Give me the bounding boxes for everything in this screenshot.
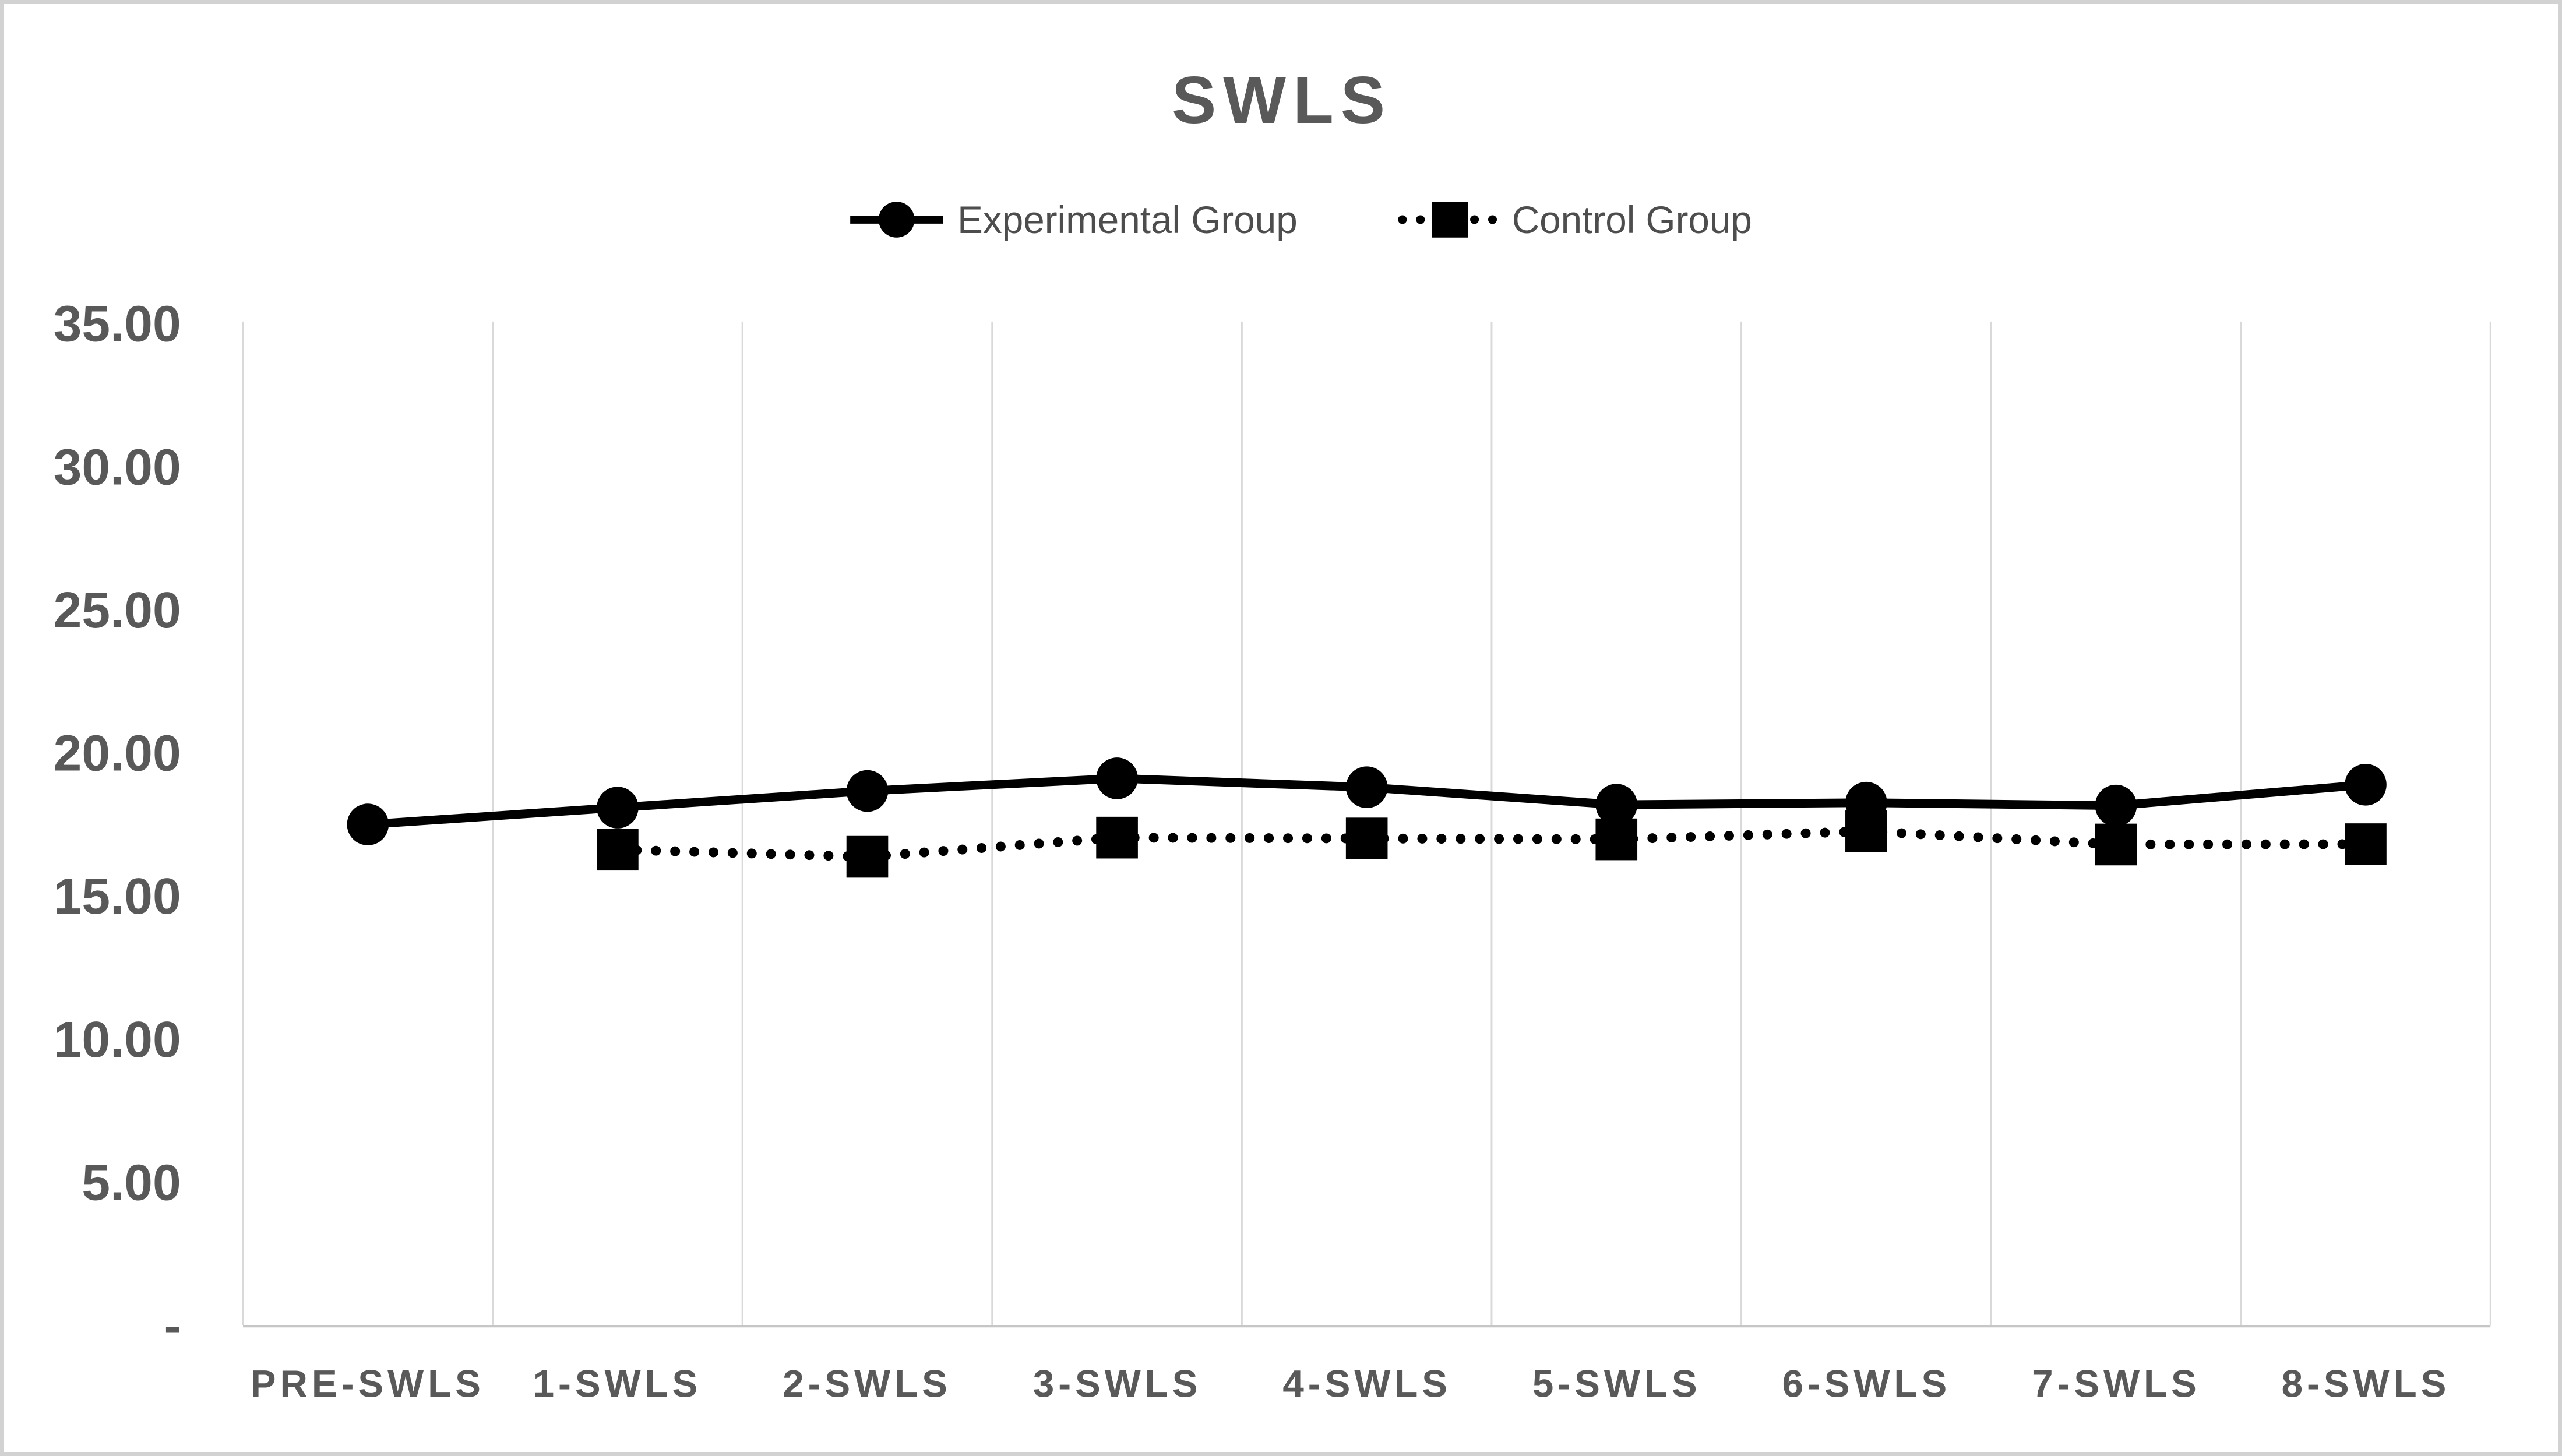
y-tick-label: 35.00 [54,295,181,352]
legend-item-control: Control Group [1398,199,1752,241]
x-tick-label: 1-SWLS [533,1363,702,1405]
y-axis: 35.00 30.00 25.00 20.00 15.00 10.00 5.00… [54,295,181,1354]
data-point-square [1845,810,1887,852]
x-tick-label: 5-SWLS [1532,1363,1701,1405]
series-line-control-group [612,826,2371,862]
x-axis: PRE-SWLS 1-SWLS 2-SWLS 3-SWLS 4-SWLS 5-S… [251,1363,2451,1405]
plot-area [242,321,2491,1328]
x-tick-label: 2-SWLS [783,1363,952,1405]
data-point-circle [347,803,389,845]
x-tick-label: 4-SWLS [1282,1363,1451,1405]
data-point-circle [846,770,889,812]
data-point-square [1595,818,1638,861]
y-tick-label: 5.00 [82,1154,181,1211]
legend-label-experimental: Experimental Group [957,199,1298,241]
chart-title: SWLS [1172,63,1392,138]
y-tick-label: 15.00 [54,868,181,925]
x-tick-label: 8-SWLS [2282,1363,2451,1405]
legend: Experimental Group Control Group [850,199,1752,241]
data-point-circle [1096,757,1138,799]
legend-item-experimental: Experimental Group [850,199,1298,241]
data-point-circle [2095,784,2137,827]
x-tick-label: 3-SWLS [1033,1363,1202,1405]
legend-square-marker-icon [1432,202,1468,238]
data-point-square [1345,817,1388,859]
swls-line-chart: SWLS Experimental Group Control Group 35… [54,63,2491,1405]
x-tick-label: 7-SWLS [2032,1363,2201,1405]
data-point-square [846,835,889,878]
y-tick-label: - [164,1297,181,1354]
data-point-circle [2345,763,2387,806]
legend-circle-marker-icon [878,202,915,238]
y-tick-label: 30.00 [54,438,181,495]
data-point-circle [1345,766,1388,808]
legend-label-control: Control Group [1512,199,1752,241]
data-point-square [597,829,639,871]
data-point-circle [1595,784,1638,826]
x-tick-label: 6-SWLS [1782,1363,1951,1405]
y-tick-label: 25.00 [54,581,181,639]
data-point-square [2345,823,2387,865]
data-point-circle [597,787,639,829]
y-tick-label: 20.00 [54,725,181,782]
data-point-square [1096,816,1138,859]
y-tick-label: 10.00 [54,1011,181,1068]
x-tick-label: PRE-SWLS [251,1363,485,1405]
data-point-square [2095,823,2137,866]
